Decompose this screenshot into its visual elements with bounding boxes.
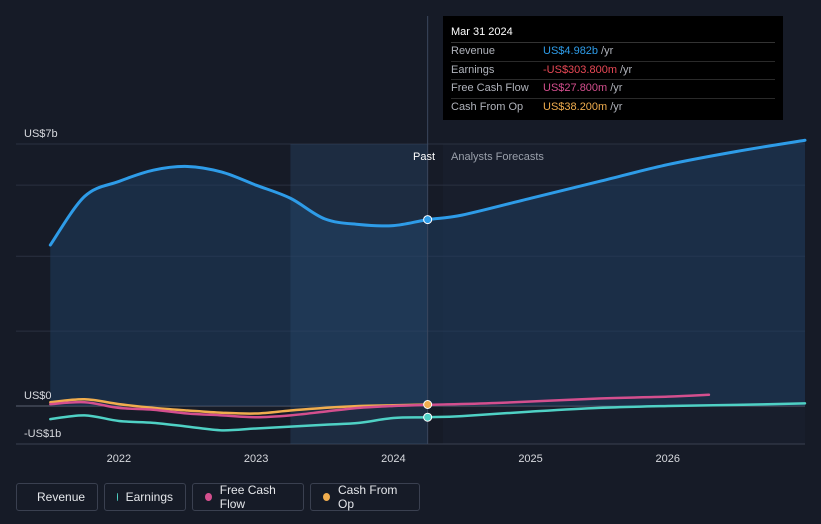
tooltip-row-label: Revenue [451, 45, 496, 57]
y-tick-label: US$7b [24, 128, 58, 140]
tooltip-row-value: US$27.800m [543, 82, 608, 94]
legend-dot-icon [323, 493, 331, 501]
x-tick-label: 2022 [107, 453, 131, 465]
tooltip-row-label: Cash From Op [451, 100, 524, 113]
tooltip-row-value: US$38.200m [543, 100, 608, 113]
data-point-marker [423, 412, 433, 422]
past-label: Past [413, 151, 435, 163]
tooltip: Mar 31 2024 Revenue US$4.982b/yr Earnings -… [443, 16, 783, 120]
tooltip-row-unit: /yr [601, 45, 614, 57]
x-tick-label: 2025 [518, 453, 542, 465]
series-line-cash-from-op [49, 398, 429, 415]
tooltip-row: Revenue US$4.982b/yr [451, 43, 775, 62]
tooltip-date: Mar 31 2024 [451, 24, 775, 43]
tooltip-row-value: -US$303.800m [543, 63, 617, 76]
tooltip-row: Earnings -US$303.800m/yr [451, 62, 775, 80]
legend-label: Cash From Op [338, 483, 398, 511]
highlight-region [290, 144, 428, 444]
legend-item-revenue[interactable]: Revenue [16, 483, 98, 511]
legend-item-earnings[interactable]: Earnings [104, 483, 186, 511]
tooltip-row: Free Cash Flow US$27.800m/yr [451, 80, 775, 99]
tooltip-row-label: Free Cash Flow [451, 82, 529, 94]
legend-dot-icon [117, 493, 118, 501]
y-tick-label: -US$1b [24, 428, 61, 440]
tooltip-row-label: Earnings [451, 63, 495, 76]
data-point-marker [423, 215, 433, 225]
series-line-revenue [48, 138, 807, 247]
forecast-label: Analysts Forecasts [451, 151, 544, 163]
x-tick-label: 2026 [656, 453, 680, 465]
tooltip-row-value: US$4.982b [543, 45, 599, 57]
y-tick-label: US$0 [24, 390, 52, 402]
legend-item-free-cash-flow[interactable]: Free Cash Flow [192, 483, 304, 511]
legend-label: Revenue [37, 490, 86, 504]
tooltip-row: Cash From Op US$38.200m/yr [451, 99, 775, 117]
series-line-free-cash-flow [49, 393, 711, 419]
legend-label: Earnings [125, 490, 173, 504]
tooltip-row-unit: /yr [610, 82, 623, 94]
series-line-earnings [49, 402, 807, 432]
legend-dot-icon [205, 493, 212, 501]
tooltip-row-unit: /yr [610, 100, 623, 113]
data-point-marker [423, 400, 433, 410]
x-tick-label: 2023 [244, 453, 268, 465]
legend-item-cash-from-op[interactable]: Cash From Op [310, 483, 420, 511]
x-tick-label: 2024 [381, 453, 405, 465]
tooltip-row-unit: /yr [620, 63, 633, 76]
legend-label: Free Cash Flow [219, 483, 276, 511]
